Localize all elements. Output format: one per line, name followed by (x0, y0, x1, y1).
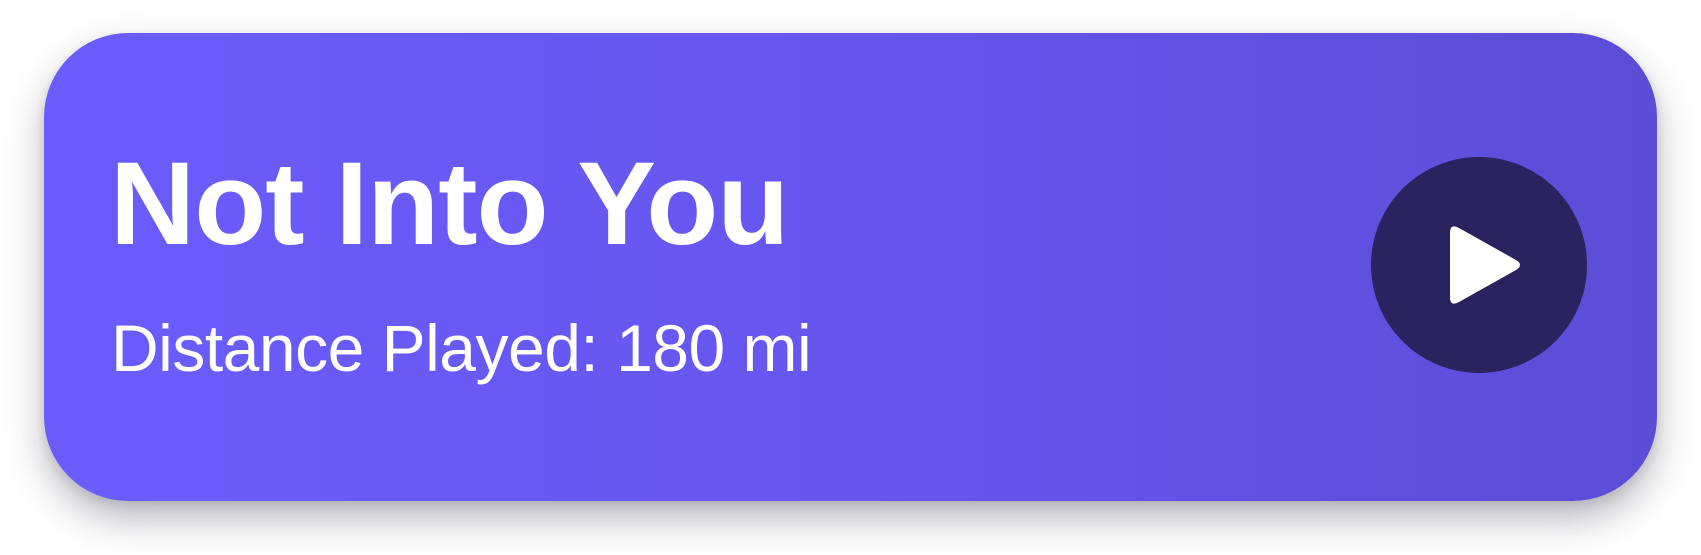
track-card: Not Into You Distance Played: 180 mi (44, 33, 1657, 501)
play-icon (1450, 226, 1520, 304)
track-title: Not Into You (110, 138, 789, 270)
play-button[interactable] (1371, 157, 1587, 373)
distance-played-text: Distance Played: 180 mi (111, 311, 812, 385)
